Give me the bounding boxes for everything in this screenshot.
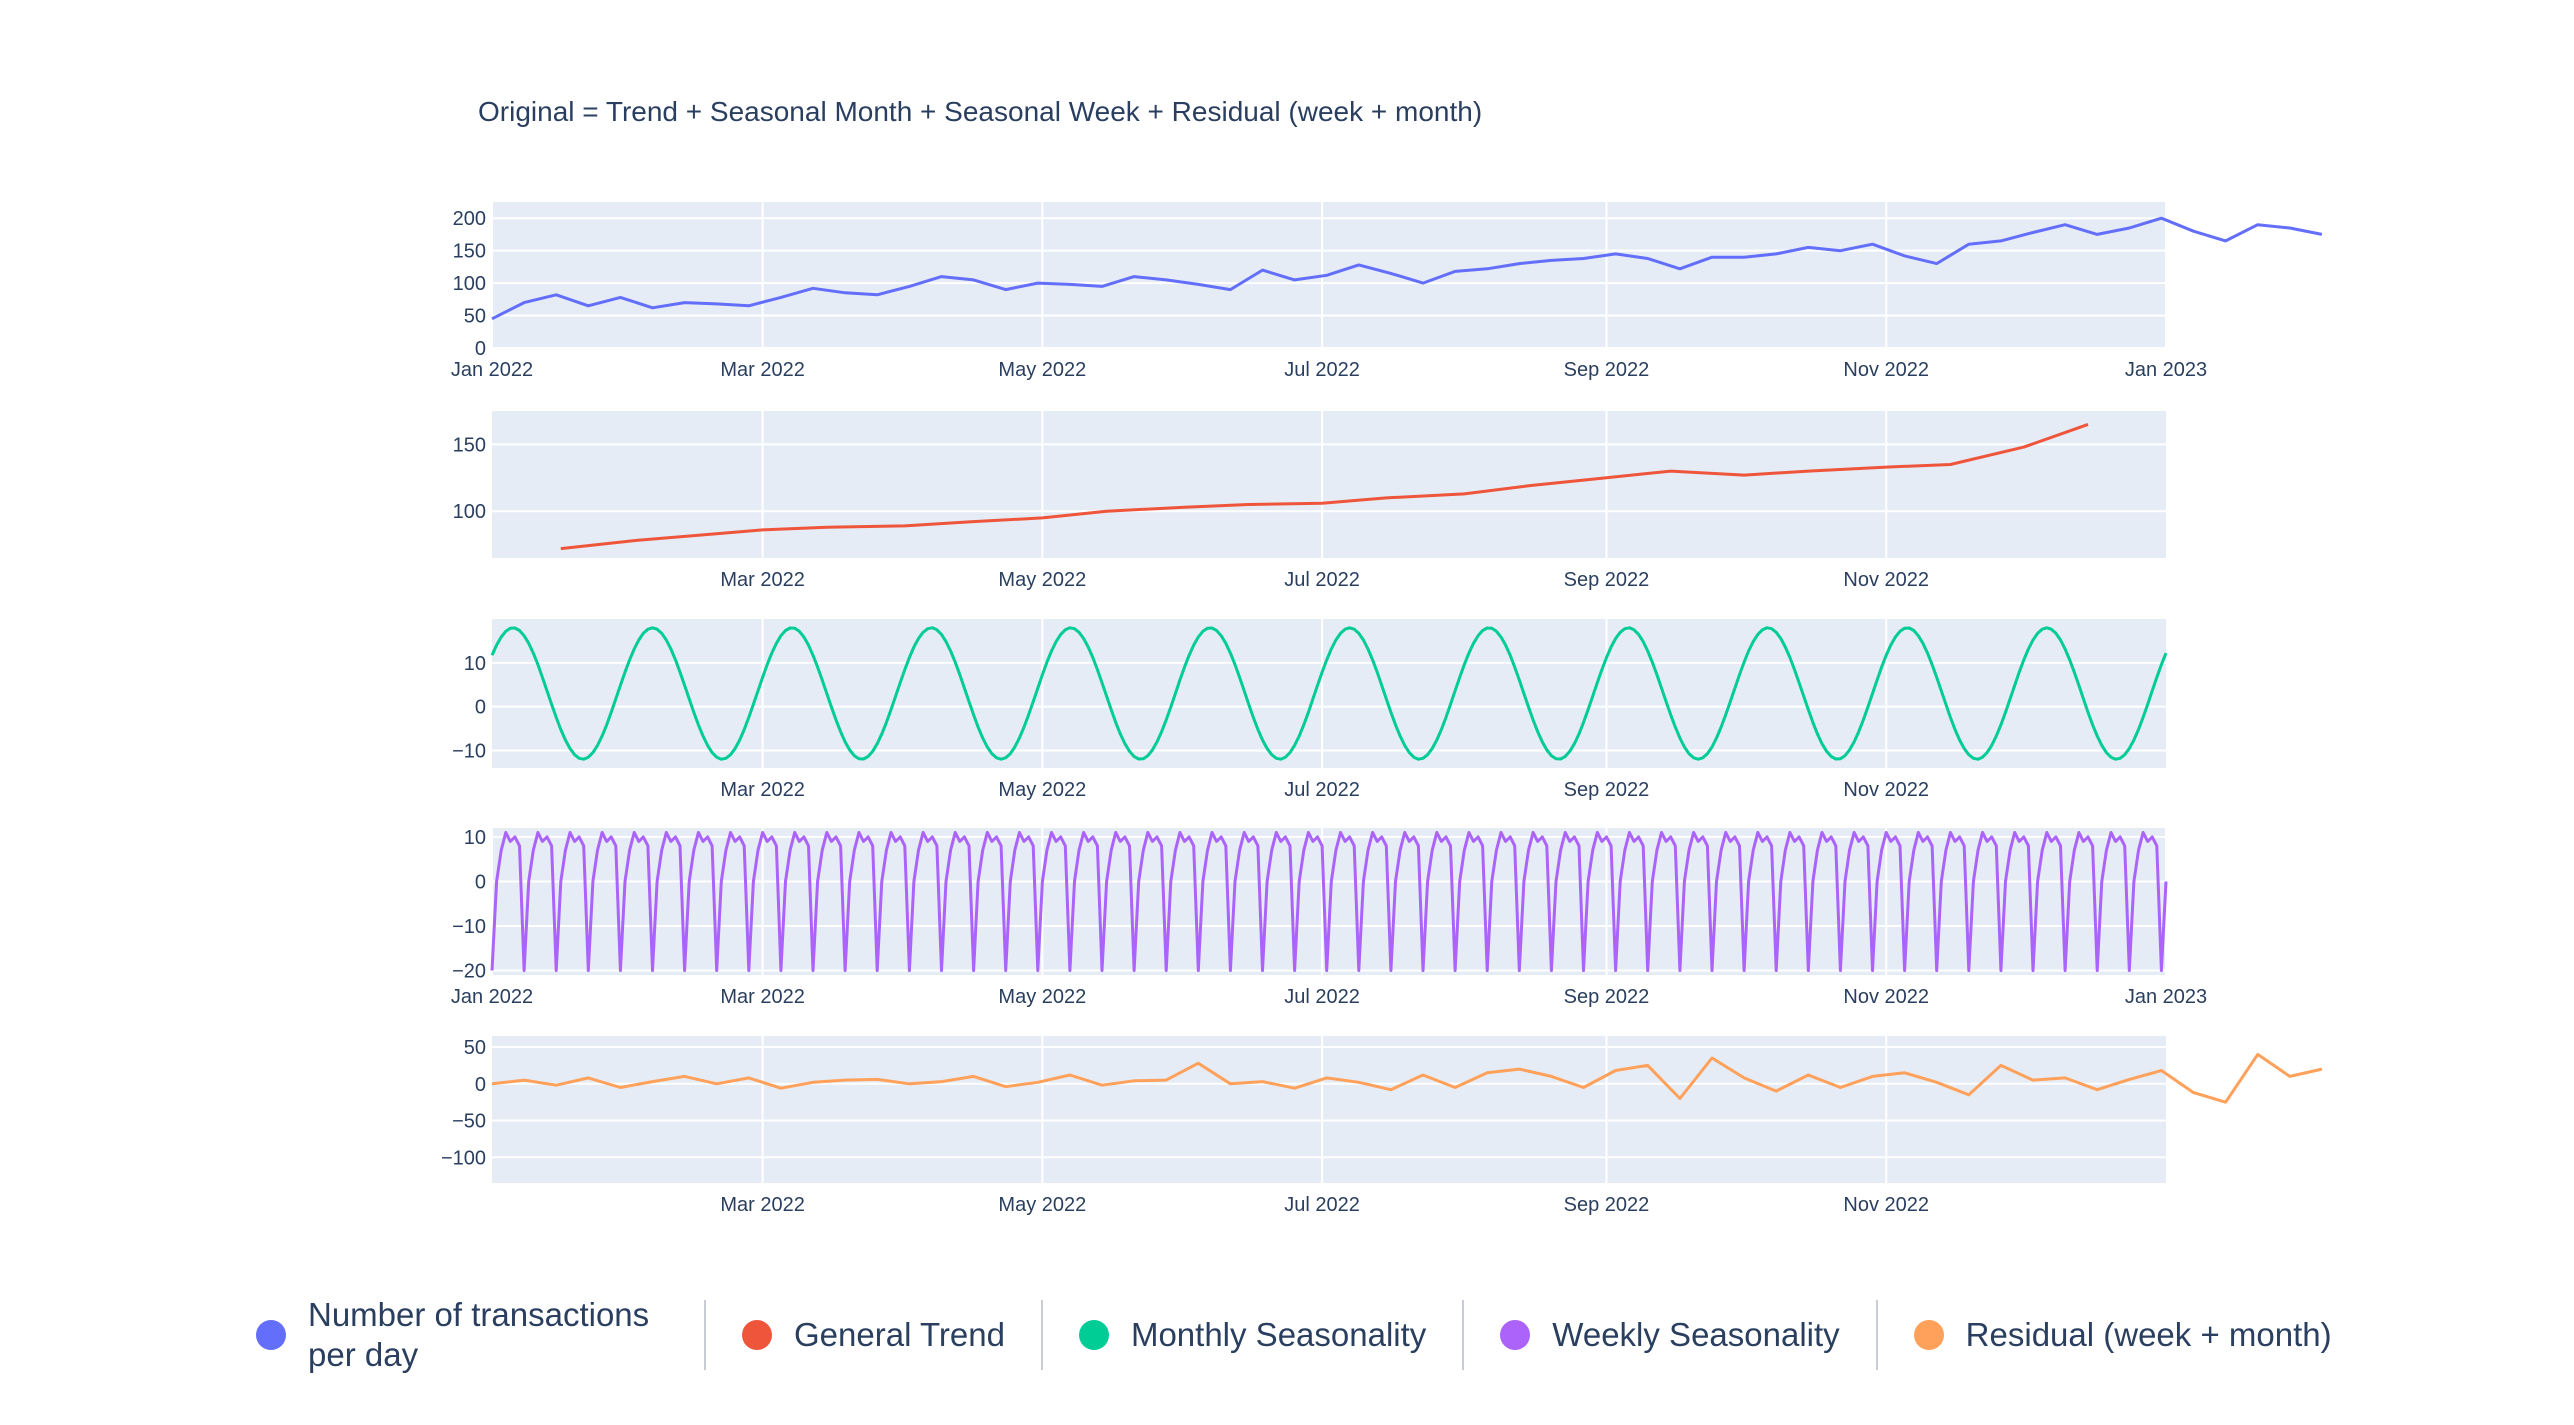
legend-marker xyxy=(742,1320,772,1350)
legend-label: Monthly Seasonality xyxy=(1130,1316,1427,1353)
subplot-5: Mar 2022 May 2022 Jul 2022 Sep 2022 Nov 2022… xyxy=(441,1036,2323,1216)
y-tick-label: 0 xyxy=(475,338,486,360)
x-tick-label: Sep 2022 xyxy=(1564,1194,1650,1216)
x-tick-label: Mar 2022 xyxy=(720,359,805,381)
legend-label: Weekly Seasonality xyxy=(1552,1316,1840,1353)
y-tick-label: 100 xyxy=(453,273,486,295)
chart-title: Original = Trend + Seasonal Month + Seas… xyxy=(478,96,1482,127)
series-line-1 xyxy=(491,216,2323,321)
legend-marker xyxy=(1078,1320,1109,1350)
x-tick-label: Jul 2022 xyxy=(1284,986,1360,1008)
y-tick-label: 10 xyxy=(464,653,486,675)
x-tick-label: May 2022 xyxy=(998,569,1086,591)
legend-label: General Trend xyxy=(794,1316,1005,1353)
x-tick-label: Jan 2022 xyxy=(451,986,533,1008)
series-line-5 xyxy=(491,1052,2323,1104)
x-tick-label: Sep 2022 xyxy=(1564,569,1650,591)
subplots: Jan 2022 Mar 2022 May 2022 Jul 2022 Sep 2022… xyxy=(441,202,2323,1216)
y-tick-label: −20 xyxy=(452,961,486,983)
y-tick-label: 0 xyxy=(475,697,486,719)
x-tick-label: May 2022 xyxy=(998,359,1086,381)
series-line-3 xyxy=(490,626,2168,761)
x-tick-label: Mar 2022 xyxy=(720,569,805,591)
x-tick-label: Jan 2023 xyxy=(2125,986,2207,1008)
y-tick-label: 150 xyxy=(453,241,486,263)
x-tick-label: Nov 2022 xyxy=(1843,779,1929,801)
subplot-1: Jan 2022 Mar 2022 May 2022 Jul 2022 Sep 2022… xyxy=(451,202,2323,381)
x-tick-label: Mar 2022 xyxy=(720,986,805,1008)
y-tick-label: −100 xyxy=(441,1147,486,1169)
x-tick-label: Nov 2022 xyxy=(1843,1194,1929,1216)
legend-item-weekly[interactable]: Weekly Seasonality xyxy=(1462,1300,1875,1370)
x-tick-label: Sep 2022 xyxy=(1564,359,1650,381)
legend-item-residual[interactable]: Residual (week + month) xyxy=(1875,1300,2368,1370)
legend-label: Number of transactions per day xyxy=(308,1296,650,1373)
y-tick-label: 50 xyxy=(464,1037,486,1059)
series-line-2 xyxy=(560,422,2089,551)
y-tick-label: −50 xyxy=(452,1111,486,1133)
x-tick-label: Nov 2022 xyxy=(1843,569,1929,591)
plot-background xyxy=(492,619,2166,768)
x-tick-label: Jan 2022 xyxy=(451,359,533,381)
x-tick-label: Jul 2022 xyxy=(1284,569,1360,591)
x-tick-label: May 2022 xyxy=(998,779,1086,801)
plot-background xyxy=(492,411,2166,558)
x-tick-label: Sep 2022 xyxy=(1564,779,1650,801)
legend-marker xyxy=(1500,1320,1531,1350)
legend-item-trend[interactable]: General Trend xyxy=(704,1300,1041,1370)
legend-label: Residual (week + month) xyxy=(1965,1316,2332,1353)
y-tick-label: 100 xyxy=(453,501,486,523)
x-tick-label: Nov 2022 xyxy=(1843,986,1929,1008)
legend-marker xyxy=(256,1320,286,1350)
y-tick-label: 200 xyxy=(453,208,486,230)
subplot-2: Mar 2022 May 2022 Jul 2022 Sep 2022 Nov 2022… xyxy=(453,411,2166,591)
x-tick-label: May 2022 xyxy=(998,986,1086,1008)
y-tick-label: 150 xyxy=(453,434,486,456)
y-tick-label: 0 xyxy=(475,1074,486,1096)
y-tick-label: 0 xyxy=(475,871,486,893)
series-line-4 xyxy=(490,831,2168,972)
y-tick-label: 10 xyxy=(464,827,486,849)
x-tick-label: May 2022 xyxy=(998,1194,1086,1216)
x-tick-label: Nov 2022 xyxy=(1843,359,1929,381)
legend: Number of transactions per day General T… xyxy=(220,1290,2370,1380)
y-tick-label: 50 xyxy=(464,306,486,328)
x-tick-label: Mar 2022 xyxy=(720,1194,805,1216)
subplot-4: Jan 2022 Mar 2022 May 2022 Jul 2022 Sep 2022… xyxy=(451,827,2207,1008)
legend-marker xyxy=(1913,1320,1944,1350)
plot-background xyxy=(492,1036,2166,1183)
legend-item-transactions[interactable]: Number of transactions per day xyxy=(220,1296,704,1373)
x-tick-label: Sep 2022 xyxy=(1564,986,1650,1008)
y-tick-label: −10 xyxy=(452,740,486,762)
y-tick-label: −10 xyxy=(452,916,486,938)
x-tick-label: Jul 2022 xyxy=(1284,359,1360,381)
x-tick-label: Jul 2022 xyxy=(1284,779,1360,801)
subplot-3: Mar 2022 May 2022 Jul 2022 Sep 2022 Nov 2022… xyxy=(452,619,2168,801)
x-tick-label: Jul 2022 xyxy=(1284,1194,1360,1216)
x-tick-label: Mar 2022 xyxy=(720,779,805,801)
x-tick-label: Jan 2023 xyxy=(2125,359,2207,381)
legend-item-monthly[interactable]: Monthly Seasonality xyxy=(1040,1300,1462,1370)
